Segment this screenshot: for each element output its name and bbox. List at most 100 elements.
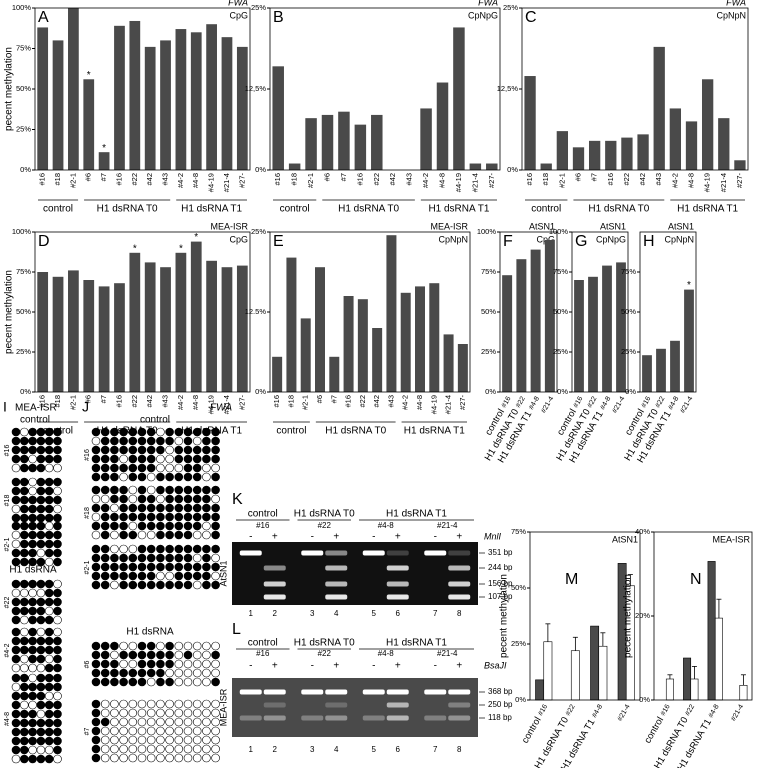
cpg-site bbox=[11, 445, 21, 455]
cpg-site bbox=[110, 562, 119, 572]
bar bbox=[371, 114, 383, 170]
category-label: #22 bbox=[130, 395, 139, 408]
treatment-sign: - bbox=[249, 532, 252, 543]
category-label: #22 bbox=[130, 173, 139, 186]
cpg-site bbox=[36, 530, 46, 540]
cpg-site bbox=[211, 580, 220, 590]
treatment-sign: + bbox=[395, 661, 401, 672]
category-label: #21-4 bbox=[540, 395, 555, 414]
category-label: #27- bbox=[487, 173, 496, 189]
significance-star: * bbox=[179, 243, 183, 254]
cpg-site bbox=[119, 427, 128, 437]
cpg-site bbox=[19, 588, 29, 598]
cpg-site bbox=[156, 562, 165, 572]
gel-band bbox=[448, 581, 471, 587]
cpg-site bbox=[128, 753, 138, 763]
category-name: #21-4 bbox=[617, 703, 632, 722]
cpg-site bbox=[53, 691, 62, 701]
bar bbox=[329, 356, 340, 392]
cpg-site bbox=[28, 436, 37, 446]
chart-subtitle: CpNpG bbox=[468, 10, 498, 20]
category-label: #16 bbox=[355, 173, 364, 186]
cpg-site bbox=[165, 445, 174, 455]
treatment-sign: - bbox=[372, 532, 375, 543]
cpg-site bbox=[174, 641, 184, 651]
cpg-site bbox=[146, 472, 156, 482]
cpg-site bbox=[211, 677, 220, 687]
cpg-site bbox=[156, 530, 165, 540]
sample-label: #7 bbox=[84, 728, 91, 736]
cpg-site bbox=[211, 668, 220, 678]
cpg-site bbox=[119, 717, 128, 727]
cpg-site bbox=[192, 463, 202, 473]
cpg-site bbox=[100, 472, 110, 482]
cpg-site bbox=[19, 521, 29, 531]
cpg-site bbox=[211, 717, 220, 727]
cpg-site bbox=[11, 477, 21, 487]
cpg-site bbox=[146, 708, 156, 718]
cpg-site bbox=[28, 579, 37, 589]
cpg-site bbox=[119, 677, 128, 687]
cpg-site bbox=[192, 659, 202, 669]
cpg-site bbox=[11, 436, 21, 446]
group-label: H1 dsRNA T0 bbox=[338, 204, 399, 215]
cpg-site bbox=[183, 494, 193, 504]
cpg-site bbox=[91, 521, 101, 531]
size-label: 244 bp bbox=[488, 563, 513, 572]
category-label: #4-8 bbox=[437, 173, 446, 188]
cpg-site bbox=[137, 436, 147, 446]
cpg-site bbox=[137, 571, 147, 581]
cpg-site bbox=[11, 530, 21, 540]
cpg-site bbox=[146, 717, 156, 727]
cpg-site bbox=[19, 627, 29, 637]
cpg-site bbox=[156, 445, 165, 455]
cpg-site bbox=[28, 477, 37, 487]
cpg-site bbox=[100, 580, 110, 590]
cpg-site bbox=[183, 650, 193, 660]
cpg-site bbox=[28, 548, 37, 558]
size-label: 368 bp bbox=[488, 687, 513, 696]
cpg-site bbox=[174, 445, 184, 455]
sample-label: #4-8 bbox=[4, 712, 11, 726]
bar bbox=[372, 328, 383, 392]
cpg-site bbox=[183, 744, 193, 754]
cpg-site bbox=[183, 753, 193, 763]
cpg-site bbox=[192, 571, 202, 581]
cpg-site bbox=[44, 691, 54, 701]
gel-band bbox=[424, 715, 447, 721]
bar bbox=[221, 267, 233, 392]
bar bbox=[386, 235, 397, 392]
cpg-site bbox=[183, 659, 193, 669]
cpg-site bbox=[11, 700, 21, 710]
cpg-site bbox=[19, 682, 29, 692]
bar bbox=[286, 257, 297, 392]
cpg-site bbox=[183, 485, 193, 495]
category-name: #16 bbox=[640, 395, 652, 409]
y-tick-label: 25% bbox=[553, 347, 568, 356]
cpg-site bbox=[11, 463, 21, 473]
cpg-site bbox=[119, 659, 128, 669]
bar bbox=[535, 679, 545, 701]
bar bbox=[707, 561, 716, 701]
cpg-site bbox=[44, 736, 54, 746]
cpg-site bbox=[36, 736, 46, 746]
cpg-site bbox=[110, 485, 119, 495]
gel-band bbox=[325, 565, 348, 571]
plot-frame bbox=[639, 231, 697, 393]
diagram-title: MEA-ISR bbox=[15, 403, 57, 414]
cpg-site bbox=[174, 503, 184, 513]
cpg-site bbox=[211, 503, 220, 513]
cpg-site bbox=[91, 726, 101, 736]
cpg-site bbox=[128, 445, 138, 455]
cpg-site bbox=[44, 454, 54, 464]
cpg-site bbox=[192, 485, 202, 495]
treatment-sign: - bbox=[311, 532, 314, 543]
cpg-site bbox=[91, 485, 101, 495]
category-label: #22 bbox=[358, 395, 367, 408]
cpg-site bbox=[211, 494, 220, 504]
cpg-site bbox=[28, 588, 37, 598]
cpg-site bbox=[202, 544, 211, 554]
bar bbox=[669, 108, 682, 170]
cpg-site bbox=[192, 641, 202, 651]
bar bbox=[469, 163, 482, 170]
